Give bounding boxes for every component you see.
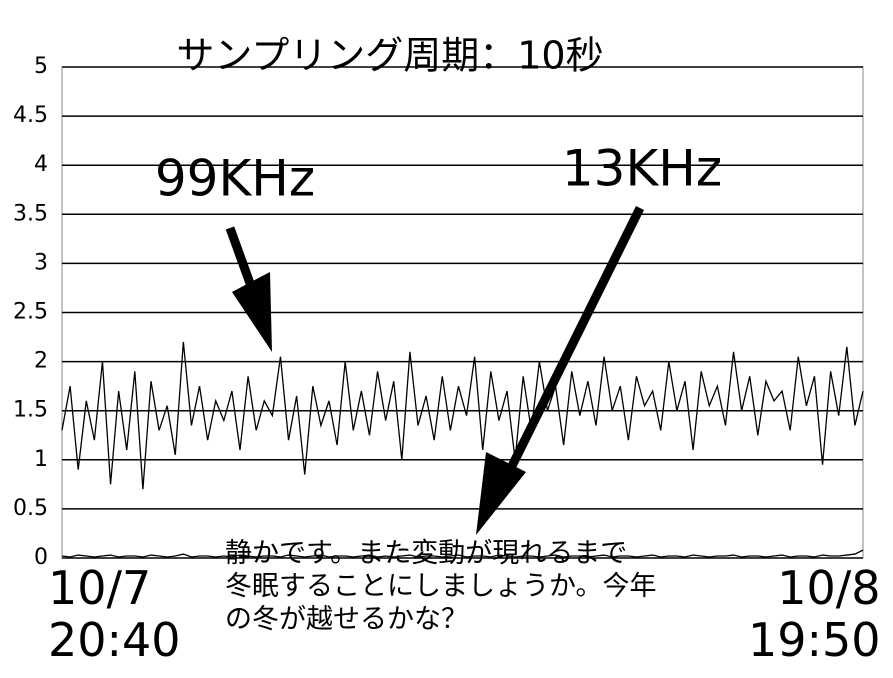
- y-tick-label: 5: [34, 54, 48, 79]
- y-tick-label: 0.5: [13, 496, 48, 521]
- series-label: 99KHz: [155, 150, 315, 208]
- x-tick-label: 10/7 20:40: [48, 561, 181, 667]
- y-tick-label: 3: [34, 250, 48, 275]
- y-tick-label: 1: [34, 447, 48, 472]
- note: 静かです。また変動が現れるまで 冬眠することにしましょうか。今年 の冬が越せるか…: [225, 538, 657, 635]
- series-label: 13KHz: [562, 140, 722, 198]
- y-tick-label: 4.5: [13, 103, 48, 128]
- x-tick-label: 10/8 19:50: [748, 561, 881, 667]
- lines: [61, 341, 864, 558]
- series-line: [61, 549, 864, 558]
- grid: [62, 66, 863, 559]
- series-line: [61, 341, 864, 490]
- y-tick-label: 2: [34, 349, 48, 374]
- y-tick-label: 3.5: [13, 201, 48, 226]
- y-tick-label: 1.5: [13, 398, 48, 423]
- chart-title: サンプリング周期：10秒: [176, 34, 603, 78]
- y-tick-label: 2.5: [13, 300, 48, 325]
- y-tick-label: 0: [34, 545, 48, 570]
- arrow: [225, 226, 272, 352]
- arrow: [476, 205, 645, 535]
- y-tick-label: 4: [34, 152, 48, 177]
